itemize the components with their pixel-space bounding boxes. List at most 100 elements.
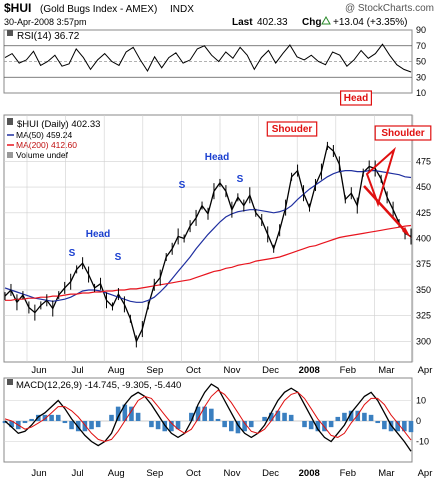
price-plot: 475 450 425 400 375 350 325 300 [4,115,431,362]
x-label-price: Mar [378,365,394,376]
macd-hist-bar [375,421,381,424]
macd-hist-bar [235,421,241,434]
x-label-macd: Mar [378,468,394,479]
macd-hist-bar [355,410,361,421]
ticker-name: (Gold Bugs Index - AMEX) [40,4,157,15]
macd-hist-bar [109,414,114,421]
rsi-legend: RSI(14) 36.72 [7,30,80,42]
x-label-price: Dec [262,365,279,376]
x-label-macd: Sep [146,468,163,479]
macd-hist-bar [262,416,267,421]
price-tick-label: 425 [416,208,431,218]
x-label-price: 2008 [299,365,320,376]
last-value: 402.33 [257,17,288,28]
annotation-label-blue: Head [205,152,229,163]
macd-hist-bar [129,406,134,421]
macd-hist-bar [348,410,354,421]
price-tick-label: 350 [416,285,431,295]
annotation-label-blue: S [237,174,244,185]
macd-hist-bar [322,421,327,432]
macd-hist-bar [222,421,227,428]
macd-hist-bar [62,421,68,424]
chg-value: +13.04 (+3.35%) [333,17,408,28]
macd-hist-bar [288,414,294,421]
annotation-box-red [374,125,432,141]
macd-hist-bar [342,412,347,421]
macd-hist-bar [42,414,48,421]
macd-hist-bar [215,418,221,421]
macd-hist-bar [195,406,201,421]
rsi-tick-label: 90 [416,25,426,35]
macd-hist-bar [169,421,174,432]
legend-ma50: MA(50) 459.24 [16,130,72,140]
annotation-label-red: Shouder [272,124,313,135]
macd-hist-bar [282,412,287,421]
x-label-price: Aug [108,365,125,376]
rsi-label: RSI(14) 36.72 [17,31,80,42]
macd-hist-bar [308,421,314,430]
macd-hist-bar [29,418,34,421]
macd-hist-bar [22,421,28,424]
macd-hist-bar [69,421,74,430]
macd-label: MACD(12,26,9) -14.745, -9.305, -5.440 [16,380,181,391]
ticker-symbol: $HUI [4,1,31,15]
macd-hist-bar [122,404,128,421]
rsi-tick-label: 70 [416,41,426,51]
macd-hist-bar [268,412,274,421]
x-label-price: Nov [224,365,241,376]
annotation-label-blue: S [69,248,76,259]
macd-hist-bar [55,414,61,421]
x-label-macd: Feb [340,468,356,479]
price-tick-label: 400 [416,234,431,244]
price-tick-label: 475 [416,156,431,166]
macd-hist-bar [115,406,121,421]
annotation-label-blue: Head [86,229,110,240]
arrow-head-icon [402,227,411,238]
chg-label: Chg [302,17,321,28]
macd-hist-bar [368,414,374,421]
x-label-price: Apr [418,365,433,376]
rsi-tick-label: 30 [416,72,426,82]
x-axis-labels: Jun Jun Jul Jul Aug Aug Sep Sep Oct Oct Nov Nov Dec D… [31,365,432,479]
x-label-price: Feb [340,365,356,376]
exchange-label: INDX [170,4,194,15]
head-shoulder-triangle [365,146,396,208]
macd-line [4,383,412,452]
x-label-macd: Oct [186,468,201,479]
macd-hist-bar [248,421,254,428]
x-label-macd: Nov [224,468,241,479]
chart-datetime: 30-Apr-2008 3:57pm [4,17,87,27]
ma200-line [5,224,412,301]
macd-hist-bar [395,421,400,432]
macd-hist-bar [408,421,414,433]
x-label-price: Sep [146,365,163,376]
x-label-macd: Aug [108,468,125,479]
macd-hist-bar [275,410,281,421]
macd-hist-bar [202,406,207,421]
macd-hist-bar [242,421,247,432]
rsi-tick-label: 10 [416,88,426,98]
legend-price: $HUI (Daily) 402.33 [17,119,100,130]
annotation-label-red: Shoulder [381,128,424,139]
annotation-label-red: Head [344,93,368,104]
macd-hist-bar [229,421,234,432]
legend-ma200: MA(200) 412.60 [16,140,77,150]
macd-hist-bar [82,421,88,432]
neckline-arrow [363,185,407,233]
pattern-annotations: S Head S S Head S Shouder Head Shoulder [69,90,432,263]
rsi-line [4,43,412,73]
x-label-price: Jul [72,365,84,376]
macd-hist-bar [189,412,194,421]
macd-hist-bar [49,414,54,421]
last-label: Last [232,17,253,28]
price-tick-label: 375 [416,259,431,269]
macd-hist-bar [335,416,341,421]
macd-hist-bar [382,421,387,430]
price-legend: $HUI (Daily) 402.33 MA(50) 459.24 MA(200… [7,118,100,160]
macd-tick-label: 10 [416,396,426,406]
macd-hist-bar [209,408,214,421]
macd-hist-bar [362,412,367,421]
x-label-macd: Dec [262,468,279,479]
macd-hist-bar [328,421,334,428]
watermark: @ StockCharts.com [345,3,434,14]
